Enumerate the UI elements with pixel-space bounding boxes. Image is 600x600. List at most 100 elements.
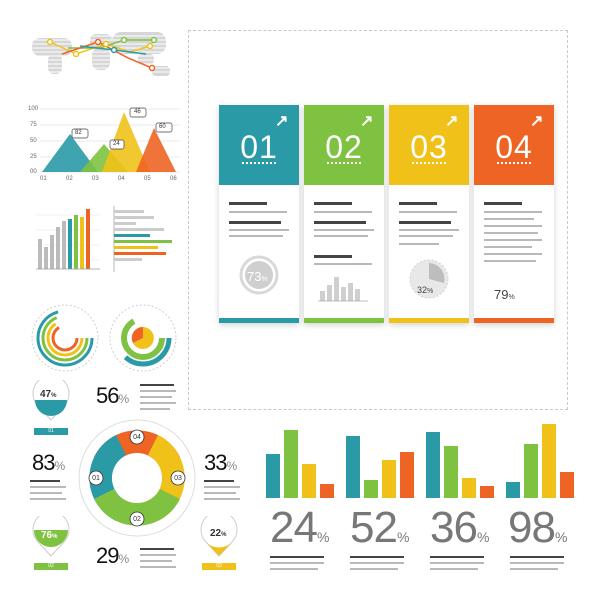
text-line — [204, 492, 236, 494]
text-line — [484, 246, 532, 248]
cycle-value: 29% — [96, 543, 129, 568]
card-value: 79% — [494, 287, 515, 302]
peak-label: 60 — [159, 124, 166, 130]
cycle-value: 83% — [32, 450, 65, 475]
text-line — [140, 396, 172, 398]
text-line — [350, 562, 404, 564]
peak-03 — [102, 112, 150, 172]
arrow-icon: ↗ — [275, 113, 289, 130]
card-header: ↗ 01 — [219, 105, 299, 185]
text-line — [314, 229, 374, 231]
vertical-bar-chart — [36, 209, 100, 270]
card-01[interactable]: ↗ 01 73% — [219, 105, 299, 323]
peak-label: 24 — [113, 141, 120, 147]
text-line — [140, 548, 174, 550]
pie-chart — [409, 259, 449, 299]
arrow-icon: ↗ — [360, 113, 374, 130]
pin-tag: 03 — [202, 563, 236, 570]
text-line — [484, 202, 522, 205]
card-number: 01 — [240, 129, 278, 165]
card-header: ↗ 03 — [389, 105, 469, 185]
y-tick: 50 — [30, 138, 37, 144]
bar-group-value: 52% — [350, 503, 409, 552]
pie-value: 32% — [417, 285, 434, 295]
text-line — [270, 556, 324, 558]
text-line — [484, 239, 542, 241]
cycle-segment-02 — [94, 489, 180, 526]
peak-chart-plot — [40, 107, 180, 173]
text-line — [314, 235, 368, 237]
text-line — [484, 211, 542, 213]
text-line — [510, 568, 558, 570]
text-line — [229, 221, 281, 224]
divider — [327, 162, 361, 164]
card-04[interactable]: ↗ 04 79% — [474, 105, 554, 323]
x-tick: 02 — [66, 176, 73, 182]
bar-group-value: 36% — [430, 503, 489, 552]
text-line — [399, 221, 451, 224]
text-line — [399, 235, 453, 237]
text-line — [140, 384, 174, 386]
pin-value: 76% — [41, 530, 58, 541]
text-line — [430, 556, 484, 558]
bar-groups — [266, 424, 574, 498]
text-line — [430, 568, 478, 570]
x-tick: 06 — [170, 176, 177, 182]
card-number: 04 — [495, 129, 533, 165]
horizontal-bar-chart — [113, 206, 172, 272]
text-line — [270, 568, 318, 570]
card-02[interactable]: ↗ 02 — [304, 105, 384, 323]
text-line — [229, 211, 287, 213]
card-footer — [304, 318, 384, 323]
text-line — [484, 260, 536, 262]
text-line — [314, 263, 372, 265]
radial-pie-chart — [109, 304, 177, 372]
ring-chart — [31, 304, 99, 372]
card-header: ↗ 02 — [304, 105, 384, 185]
text-line — [30, 498, 66, 500]
text-line — [270, 562, 324, 564]
text-line — [314, 221, 366, 224]
pin-gauge-02 — [32, 516, 70, 557]
cycle-value: 56% — [96, 383, 129, 408]
arrow-icon: ↗ — [445, 113, 459, 130]
donut-value: 73% — [247, 269, 268, 284]
card-number: 03 — [410, 129, 448, 165]
text-line — [484, 232, 538, 234]
x-tick: 05 — [144, 176, 151, 182]
cycle-label: 02 — [133, 516, 141, 523]
bar-group-value: 24% — [270, 503, 329, 552]
y-tick: 75 — [30, 122, 37, 128]
arrow-icon: ↗ — [530, 113, 544, 130]
pin-value: 22% — [210, 528, 227, 539]
x-tick: 03 — [92, 176, 99, 182]
text-line — [399, 243, 439, 245]
x-tick: 01 — [40, 176, 47, 182]
text-line — [140, 554, 176, 556]
cards-frame — [188, 30, 568, 410]
text-line — [510, 556, 564, 558]
peak-01 — [42, 134, 98, 172]
card-footer — [474, 318, 554, 323]
text-line — [350, 556, 404, 558]
y-tick: 25 — [30, 154, 37, 160]
text-line — [140, 390, 176, 392]
card-footer — [389, 318, 469, 323]
y-tick: 00 — [30, 169, 37, 175]
text-line — [510, 562, 564, 564]
cycle-diagram — [78, 419, 196, 537]
pin-tag: 02 — [34, 563, 68, 570]
divider — [412, 162, 446, 164]
text-line — [229, 229, 289, 231]
pin-gauge-03 — [200, 516, 238, 557]
text-line — [350, 568, 398, 570]
card-03[interactable]: ↗ 03 32% — [389, 105, 469, 323]
text-line — [140, 408, 170, 410]
donut-chart — [239, 255, 279, 295]
cycle-label: 01 — [92, 475, 100, 482]
text-line — [30, 480, 60, 482]
text-line — [140, 560, 172, 562]
text-line — [229, 202, 267, 205]
card-number: 02 — [325, 129, 363, 165]
text-line — [30, 486, 66, 488]
